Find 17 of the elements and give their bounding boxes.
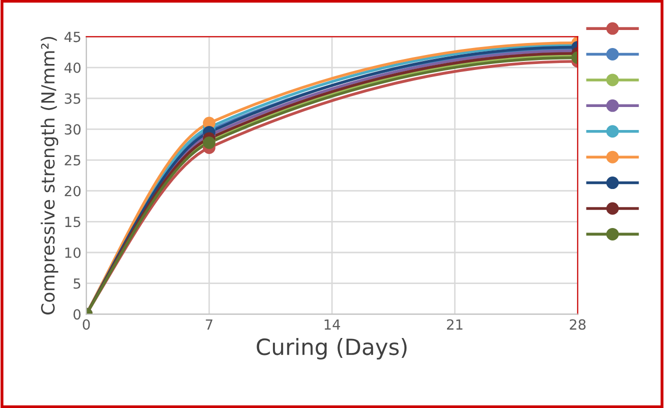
y-tick-label: 10 [65,247,81,258]
y-tick-label: 35 [64,93,80,104]
y-tick-label: 45 [64,32,80,42]
y-tick-label: 30 [64,124,81,135]
y-tick-label: 25 [64,154,80,166]
y-tick-label: 20 [64,186,81,196]
x-tick-label: 0 [82,319,90,330]
y-axis-title: Compressive strength (N/mm²) [40,36,58,314]
x-tick-label: 14 [324,319,340,330]
y-tick-label: 40 [64,62,81,74]
x-axis-title: Curing (Days) [256,338,407,360]
x-tick-label: 7 [206,319,212,330]
y-tick-label: 0 [74,309,81,320]
y-tick-label: 15 [65,216,80,228]
x-tick-label: 28 [570,319,586,330]
x-tick-label: 21 [447,319,462,330]
y-tick-label: 5 [74,278,80,289]
